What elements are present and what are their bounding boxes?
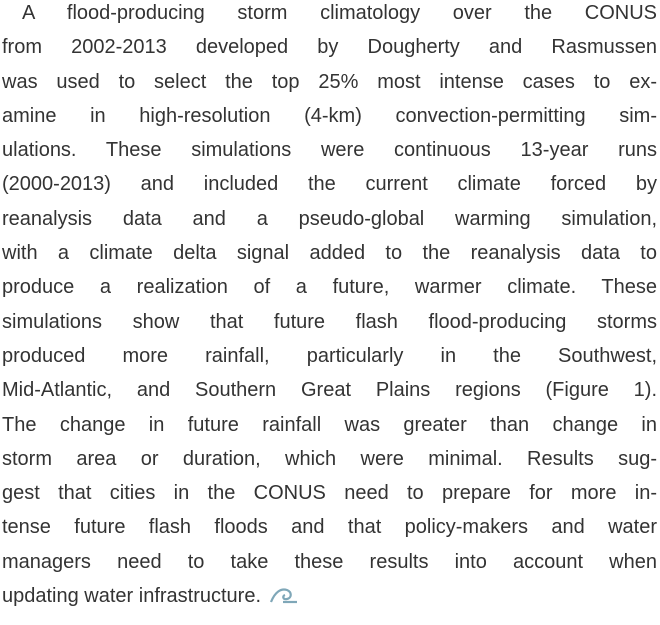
text-line: produce a realization of a future, warme… <box>2 270 657 304</box>
line-text: managers need to take these results into… <box>2 550 657 573</box>
line-text: storm area or duration, which were minim… <box>2 447 657 470</box>
text-line: managers need to take these results into… <box>2 545 657 579</box>
text-line: reanalysis data and a pseudo-global warm… <box>2 202 657 236</box>
text-line: (2000-2013) and included the current cli… <box>2 167 657 201</box>
line-text: with a climate delta signal added to the… <box>2 242 657 265</box>
text-line: The change in future rainfall was greate… <box>2 408 657 442</box>
text-line: ulations. These simulations were continu… <box>2 133 657 167</box>
text-line: simulations show that future flash flood… <box>2 305 657 339</box>
line-text: A flood-producing storm climatology over… <box>22 2 657 24</box>
icon-stroke <box>270 588 292 603</box>
text-line: with a climate delta signal added to the… <box>2 236 657 270</box>
text-line: updating water infrastructure. <box>2 579 657 613</box>
line-text: produce a realization of a future, warme… <box>2 276 657 299</box>
text-line: produced more rainfall, particularly in … <box>2 339 657 373</box>
line-text: produced more rainfall, particularly in … <box>2 344 657 367</box>
line-text: updating water infrastructure. <box>2 585 262 608</box>
line-text: (2000-2013) and included the current cli… <box>2 173 657 196</box>
line-text: from 2002-2013 developed by Dougherty an… <box>2 36 657 59</box>
line-text: amine in high-resolution (4-km) convecti… <box>2 104 657 127</box>
text-line: amine in high-resolution (4-km) convecti… <box>2 99 657 133</box>
text-line: tense future flash floods and that polic… <box>2 510 657 544</box>
line-text: gest that cities in the CONUS need to pr… <box>2 482 657 505</box>
line-text: tense future flash floods and that polic… <box>2 516 657 539</box>
text-line: gest that cities in the CONUS need to pr… <box>2 476 657 510</box>
text-line: A flood-producing storm climatology over… <box>2 0 657 30</box>
line-text: simulations show that future flash flood… <box>2 310 657 333</box>
line-text: was used to select the top 25% most inte… <box>2 70 657 93</box>
line-text: ulations. These simulations were continu… <box>2 139 657 162</box>
text-line: was used to select the top 25% most inte… <box>2 65 657 99</box>
text-line: Mid-Atlantic, and Southern Great Plains … <box>2 373 657 407</box>
paragraph: A flood-producing storm climatology over… <box>2 0 657 613</box>
line-text: Mid-Atlantic, and Southern Great Plains … <box>2 379 657 402</box>
text-line: storm area or duration, which were minim… <box>2 442 657 476</box>
wave-icon <box>270 588 298 604</box>
text-line: from 2002-2013 developed by Dougherty an… <box>2 30 657 64</box>
line-text: The change in future rainfall was greate… <box>2 413 657 436</box>
line-text: reanalysis data and a pseudo-global warm… <box>2 207 657 230</box>
